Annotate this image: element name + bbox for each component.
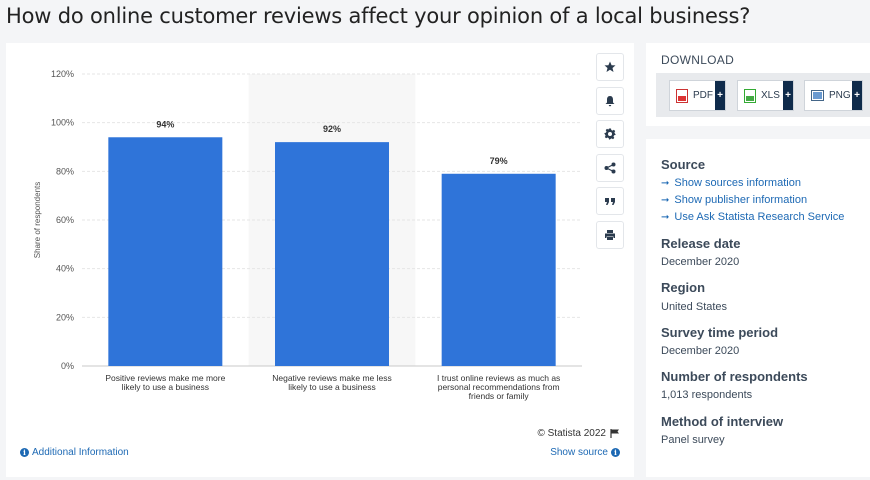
chart-credit: © Statista 2022	[537, 428, 620, 439]
download-pdf-button[interactable]: PDF +	[669, 80, 726, 111]
bar-chart: 0% 20% 40% 60% 80% 100% 120% Share of responden…	[33, 69, 582, 401]
data-label: 79%	[490, 156, 508, 166]
credit-text: © Statista 2022	[537, 428, 606, 439]
flag-icon	[610, 429, 619, 438]
research-service-link[interactable]: ➞ Use Ask Statista Research Service	[661, 211, 844, 223]
quote-icon	[605, 198, 615, 205]
y-tick-label: 0%	[61, 361, 74, 371]
x-tick-label: personal recommendations from	[438, 382, 560, 392]
chart-card: 0% 20% 40% 60% 80% 100% 120% Share of responden…	[6, 43, 634, 477]
arrow-right-icon: ➞	[661, 194, 670, 206]
print-button[interactable]	[596, 221, 624, 249]
bar	[441, 173, 556, 366]
download-png-label: PNG	[829, 90, 851, 101]
gear-icon	[604, 128, 616, 140]
y-tick-label: 120%	[51, 69, 74, 79]
download-label: DOWNLOAD	[661, 53, 735, 67]
pdf-file-icon	[676, 88, 688, 103]
research-service-label: Use Ask Statista Research Service	[674, 211, 845, 223]
x-tick-label: friends or family	[469, 391, 530, 401]
interview-method-value: Panel survey	[661, 434, 725, 446]
notification-button[interactable]	[596, 87, 624, 115]
download-png-button[interactable]: PNG +	[804, 80, 863, 111]
plus-icon: +	[715, 81, 725, 110]
source-heading: Source	[661, 157, 706, 172]
download-xls-label: XLS	[761, 90, 780, 101]
show-publisher-label: Show publisher information	[674, 194, 808, 206]
show-publisher-link[interactable]: ➞ Show publisher information	[661, 194, 807, 206]
x-tick-label: I trust online reviews as much as	[437, 373, 560, 383]
png-file-icon	[811, 90, 824, 101]
x-tick-label: likely to use a business	[122, 382, 209, 392]
settings-button[interactable]	[596, 120, 624, 148]
show-sources-label: Show sources information	[674, 177, 801, 189]
info-icon: i	[20, 448, 29, 457]
favorite-button[interactable]	[596, 53, 624, 81]
statistic-details-panel: Source ➞ Show sources information ➞ Show…	[646, 139, 870, 477]
print-icon	[605, 230, 615, 240]
info-icon: i	[611, 448, 620, 457]
respondents-value: 1,013 respondents	[661, 389, 753, 401]
download-xls-button[interactable]: XLS +	[737, 80, 794, 111]
plus-icon: +	[852, 81, 862, 110]
x-tick-label: Positive reviews make me more	[105, 373, 225, 383]
bar	[275, 142, 389, 366]
region-heading: Region	[661, 280, 706, 295]
arrow-right-icon: ➞	[661, 177, 670, 189]
share-icon	[604, 162, 616, 174]
x-tick-label: likely to use a business	[288, 382, 375, 392]
y-tick-label: 40%	[56, 264, 74, 274]
data-label: 92%	[323, 124, 341, 134]
star-icon	[604, 61, 616, 72]
arrow-right-icon: ➞	[661, 211, 670, 223]
interview-method-heading: Method of interview	[661, 414, 784, 429]
region-value: United States	[661, 301, 728, 313]
cite-button[interactable]	[596, 187, 624, 215]
survey-period-value: December 2020	[661, 345, 740, 357]
additional-information-label: Additional Information	[32, 447, 129, 458]
x-tick-label: Negative reviews make me less	[272, 373, 392, 383]
survey-period-heading: Survey time period	[661, 325, 779, 340]
y-tick-label: 100%	[51, 118, 74, 128]
y-tick-label: 60%	[56, 215, 74, 225]
y-axis-label: Share of respondents	[33, 182, 42, 259]
download-pdf-label: PDF	[693, 90, 713, 101]
page-title: How do online customer reviews affect yo…	[6, 4, 751, 28]
y-tick-label: 80%	[56, 166, 74, 176]
share-button[interactable]	[596, 154, 624, 182]
download-panel: DOWNLOAD PDF + XLS + PNG +	[646, 43, 870, 126]
xls-file-icon	[744, 88, 756, 103]
show-source-label: Show source	[550, 447, 608, 458]
additional-information-link[interactable]: i Additional Information	[20, 447, 129, 458]
release-date-heading: Release date	[661, 236, 741, 251]
data-label: 94%	[156, 119, 174, 129]
bell-icon	[605, 96, 615, 107]
show-sources-link[interactable]: ➞ Show sources information	[661, 177, 801, 189]
respondents-heading: Number of respondents	[661, 369, 808, 384]
show-source-link[interactable]: Show source i	[550, 447, 620, 458]
y-tick-label: 20%	[56, 312, 74, 322]
plus-icon: +	[783, 81, 793, 110]
release-date-value: December 2020	[661, 256, 740, 268]
bar	[108, 137, 223, 366]
